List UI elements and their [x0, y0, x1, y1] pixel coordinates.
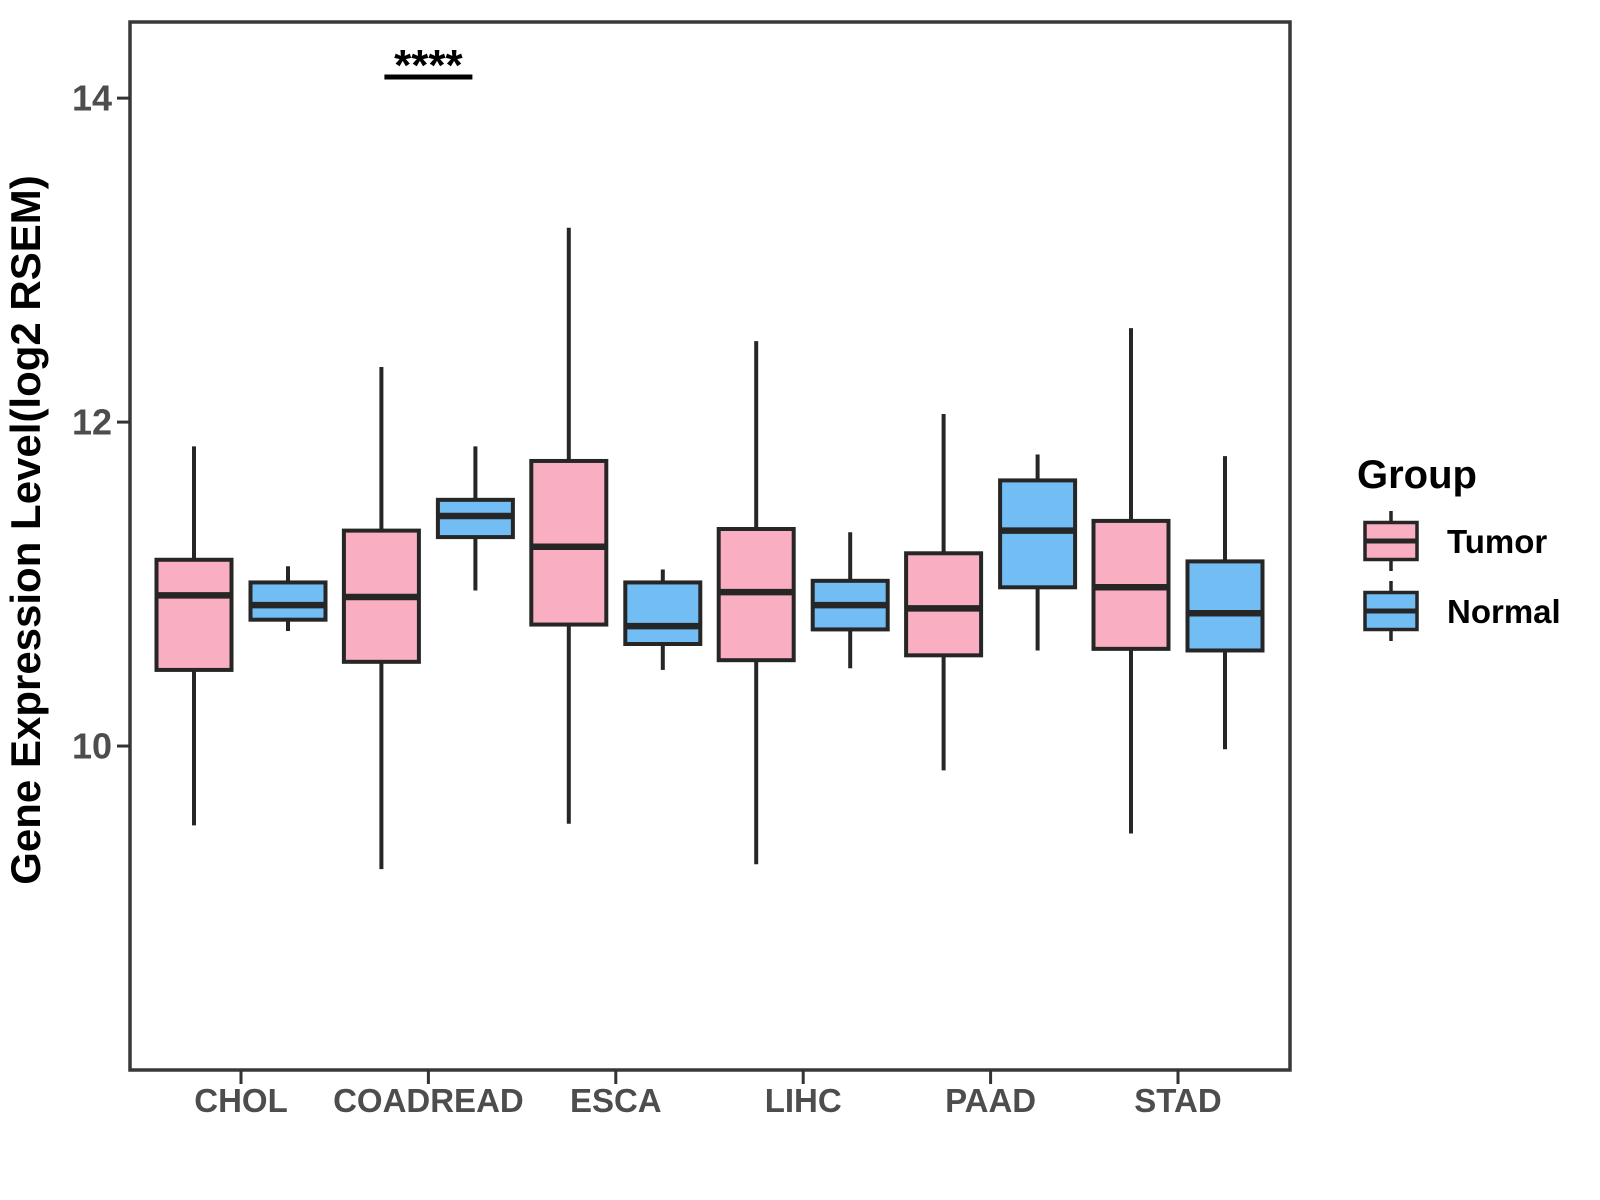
- x-tick-label: COADREAD: [333, 1082, 524, 1119]
- axes: 10 12 14 CHOL COADREAD ESCA LIHC PAAD STAD: [72, 78, 1222, 1119]
- legend-key-normal: [1363, 581, 1419, 641]
- box-tumor-coadread: [341, 367, 421, 870]
- legend-title: Group: [1357, 453, 1477, 497]
- iqr-box: [623, 580, 703, 646]
- iqr-box: [248, 580, 328, 622]
- box-tumor-chol: [154, 446, 234, 826]
- boxplots: [154, 227, 1265, 870]
- y-tick-label: 14: [72, 78, 112, 119]
- box-tumor-esca: [529, 227, 609, 824]
- iqr-box: [154, 557, 234, 672]
- legend-key-tumor: [1363, 511, 1419, 571]
- box-normal-stad: [1185, 456, 1265, 750]
- significance-stars: ****: [394, 41, 463, 90]
- box-normal-lihc: [810, 532, 890, 669]
- iqr-box: [904, 551, 984, 658]
- x-tick-label: LIHC: [765, 1082, 842, 1119]
- annotations: ****: [384, 41, 473, 90]
- box-tumor-lihc: [716, 341, 796, 865]
- x-tick-label: ESCA: [570, 1082, 662, 1119]
- legend: Group Tumor Normal: [1357, 453, 1561, 641]
- box-tumor-paad: [904, 413, 984, 771]
- legend-label-normal: Normal: [1447, 593, 1561, 630]
- y-axis-title: Gene Expression Level(log2 RSEM): [2, 175, 49, 885]
- box-normal-coadread: [435, 446, 515, 591]
- x-tick-label: CHOL: [194, 1082, 288, 1119]
- y-tick-label: 12: [72, 402, 112, 443]
- box-tumor-stad: [1091, 328, 1171, 834]
- x-tick-label: STAD: [1134, 1082, 1221, 1119]
- iqr-box: [529, 458, 609, 627]
- x-tick-label: PAAD: [945, 1082, 1036, 1119]
- box-normal-paad: [998, 454, 1078, 651]
- y-tick-label: 10: [72, 726, 112, 767]
- legend-label-tumor: Tumor: [1447, 523, 1547, 560]
- box-normal-chol: [248, 566, 328, 632]
- box-normal-esca: [623, 569, 703, 670]
- iqr-box: [1185, 559, 1265, 653]
